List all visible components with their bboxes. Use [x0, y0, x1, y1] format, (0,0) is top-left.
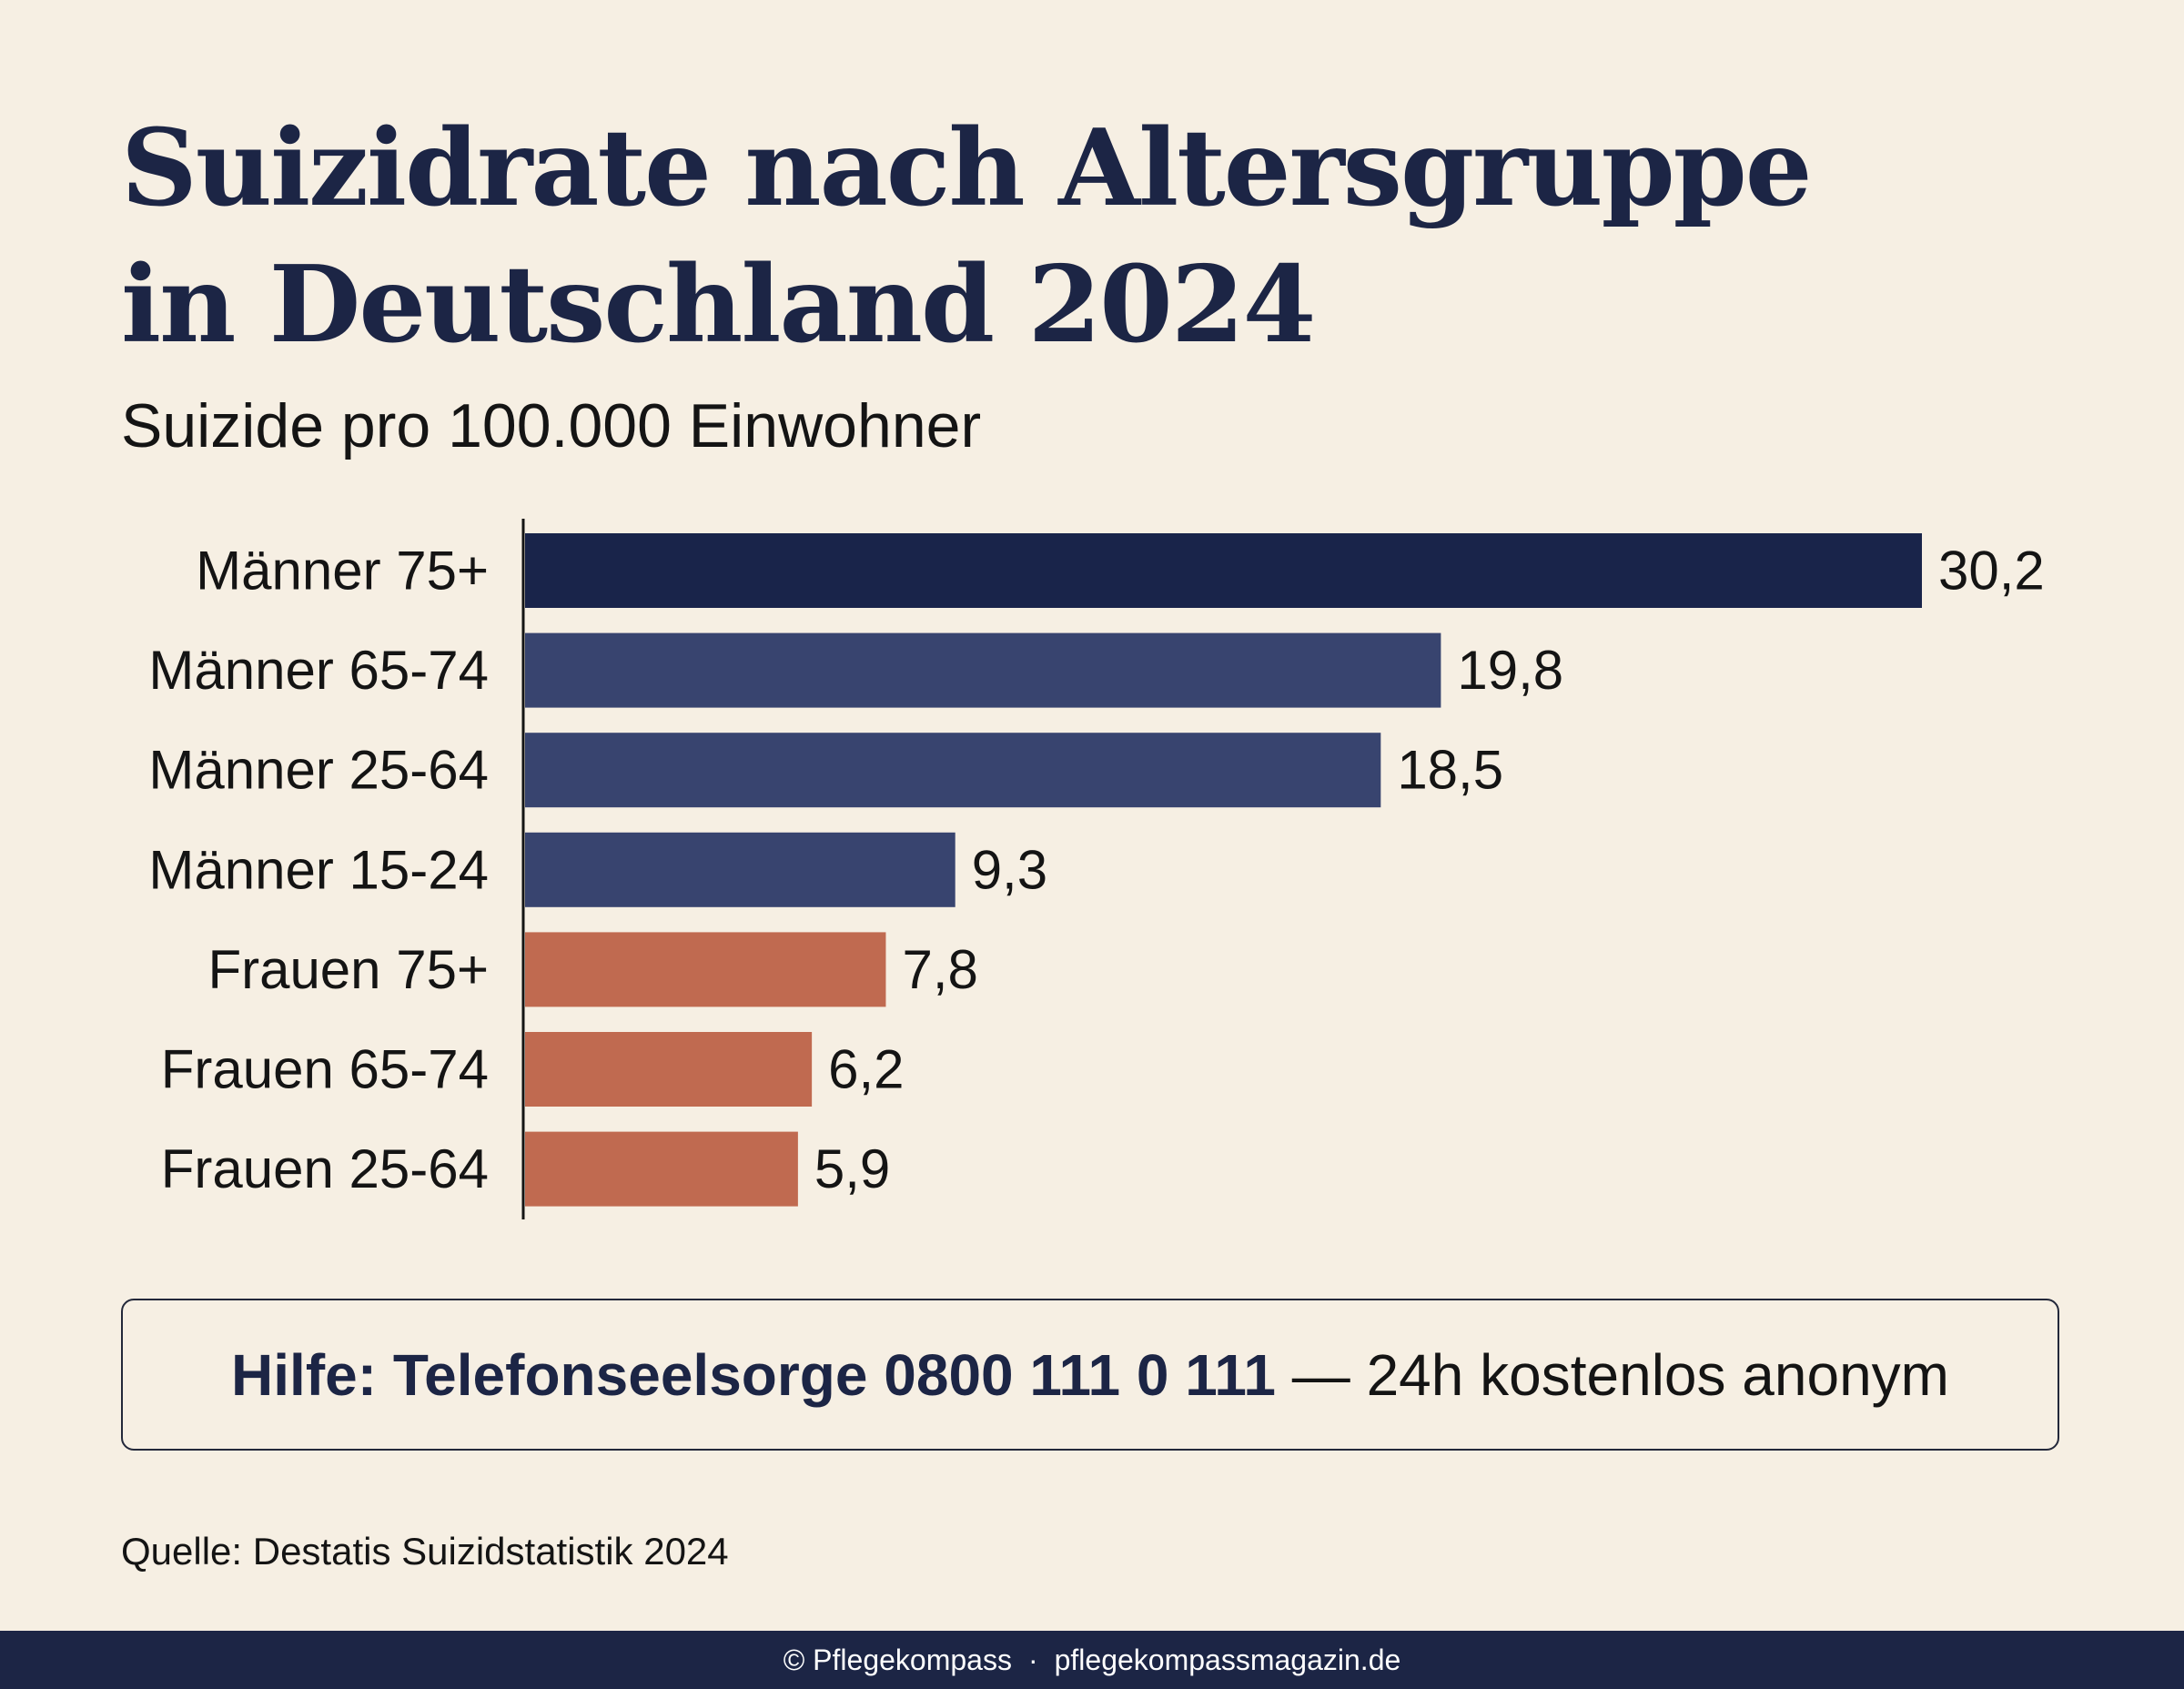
data-label: 5,9	[814, 1138, 890, 1199]
source-note: Quelle: Destatis Suizidstatistik 2024	[121, 1530, 729, 1573]
category-label: Männer 25-64	[148, 740, 489, 801]
data-label: 9,3	[972, 839, 1047, 900]
chart-title: Suizidrate nach Altersgruppe in Deutschl…	[121, 100, 1813, 373]
category-label: Männer 15-24	[148, 839, 489, 900]
category-label: Männer 75+	[196, 541, 489, 602]
bar	[525, 632, 1441, 708]
bar	[525, 832, 956, 907]
bar	[525, 932, 886, 1007]
footer-separator: ·	[1027, 1643, 1038, 1676]
footer-bar: © Pflegekompass · pflegekompassmagazin.d…	[0, 1631, 2184, 1689]
help-hotline-box: Hilfe: Telefonseelsorge 0800 111 0 111 —…	[121, 1299, 2059, 1451]
data-label: 6,2	[828, 1039, 904, 1100]
data-label: 19,8	[1457, 640, 1563, 701]
help-hotline-details: — 24h kostenlos anonym	[1291, 1341, 1949, 1408]
title-line-1: Suizidrate nach Altersgruppe	[121, 106, 1813, 230]
bar	[525, 733, 1381, 808]
data-label: 18,5	[1397, 740, 1503, 801]
data-label: 30,2	[1938, 541, 2045, 602]
category-label: Frauen 75+	[207, 939, 489, 1000]
bar	[525, 533, 1922, 608]
help-hotline-label: Hilfe: Telefonseelsorge 0800 111 0 111	[231, 1341, 1276, 1408]
data-label: 7,8	[902, 939, 977, 1000]
footer-brand: © Pflegekompass	[783, 1643, 1012, 1676]
category-label: Frauen 65-74	[161, 1039, 489, 1100]
bar-chart: Männer 75+ 30,2 Männer 65-74 19,8 Männer 25-…	[148, 519, 2045, 1219]
title-line-2: in Deutschland 2024	[121, 243, 1316, 367]
footer-url-link[interactable]: pflegekompassmagazin.de	[1054, 1643, 1401, 1676]
chart-subtitle: Suizide pro 100.000 Einwohner	[121, 391, 982, 460]
bar	[525, 1032, 813, 1107]
bar	[525, 1131, 798, 1207]
category-label: Männer 65-74	[148, 640, 489, 701]
category-label: Frauen 25-64	[161, 1138, 489, 1199]
